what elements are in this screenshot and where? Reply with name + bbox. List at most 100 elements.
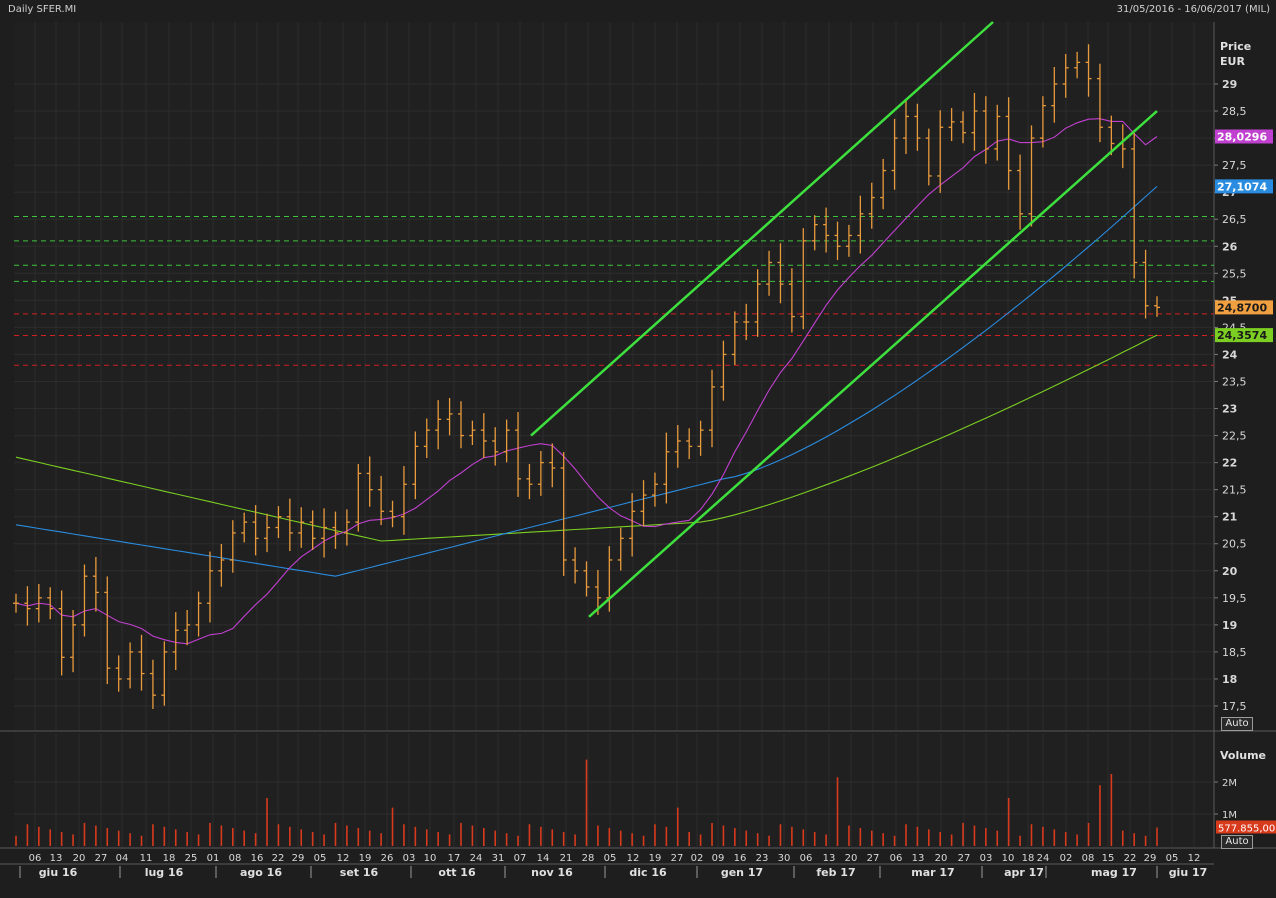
volume-axis-ticks: 2M 1M 577.855,00 [1214,778,1276,835]
price-bar [549,443,556,488]
date-tick-label: 29 [292,853,305,864]
price-bar [686,428,693,460]
price-tick-label: 23,5 [1222,375,1247,388]
price-tick-label: 19,5 [1222,592,1247,605]
date-tick-label: 13 [912,853,925,864]
price-bar [811,215,818,251]
date-tick-label: 19 [649,853,662,864]
moving-average-short [15,118,1158,645]
date-tick-label: 03 [403,853,416,864]
price-plot-area[interactable] [14,22,1214,730]
date-tick-label: 21 [560,853,573,864]
price-bar [58,590,65,676]
month-label: nov 16 [531,866,573,879]
date-tick-label: 31 [492,853,505,864]
price-tick-label: 20,5 [1222,538,1247,551]
date-tick-label: 01 [207,853,220,864]
volume-last-tag-bg [1216,820,1276,834]
price-tag-text: 24,8700 [1217,301,1267,314]
month-label: mag 17 [1091,866,1137,879]
price-tick-label: 17,5 [1222,700,1247,713]
price-bar [264,513,271,553]
price-bar [902,100,909,155]
month-label: feb 17 [816,866,855,879]
date-tick-label: 06 [890,853,903,864]
price-bar [515,412,522,497]
date-tick-label: 27 [95,853,108,864]
date-tick-label: 28 [582,853,595,864]
price-bar [252,505,259,556]
price-bar [104,576,111,685]
date-tick-label: 19 [359,853,372,864]
price-bar [651,472,658,507]
month-label: giu 17 [1169,866,1208,879]
volume-plot-area[interactable] [14,733,1214,847]
price-bar [617,527,624,571]
date-axis: 06 13 20 27 04 11 18 25 01 08 16 22 29 05 12 19 26 03 10 17… [19,853,1208,879]
price-bar [400,466,407,535]
price-bar [1051,66,1058,123]
price-tick-label: 26,5 [1222,213,1247,226]
month-label: ott 16 [438,866,476,879]
date-tick-label: 14 [537,853,550,864]
month-label: set 16 [340,866,379,879]
month-label: lug 16 [145,866,184,879]
price-tick-label: 27,5 [1222,159,1247,172]
price-bar [891,118,898,190]
chart-title: Daily SFER.MI [8,4,77,15]
price-bar [1085,44,1092,97]
trend-channel[interactable] [530,21,1158,618]
moving-average-medium [15,185,1158,577]
trend-line-lower [588,110,1158,618]
date-tick-label: 10 [424,853,437,864]
price-bar [70,609,77,673]
moving-averages [15,118,1158,645]
price-bar [868,182,875,229]
price-bar [777,243,784,304]
price-bar [674,425,681,468]
volume-axis-label: Volume [1220,749,1266,762]
price-bar [583,561,590,597]
date-tick-label: 03 [980,853,993,864]
price-bar [81,564,88,637]
price-tag-bg [1215,129,1273,144]
price-auto-scale-button[interactable]: Auto [1221,717,1253,731]
price-bar [446,397,453,436]
date-tick-label: 26 [381,853,394,864]
price-bar [1142,249,1149,319]
moving-average-long [15,334,1158,542]
price-bar [286,498,293,552]
price-bar [321,508,328,558]
price-bar [218,544,225,587]
date-tick-label: 05 [314,853,327,864]
date-tick-label: 23 [756,853,769,864]
date-tick-label: 13 [50,853,63,864]
date-tick-label: 22 [272,853,285,864]
price-tag-text: 27,1074 [1217,180,1267,193]
date-tick-label: 16 [251,853,264,864]
volume-tick-label: 2M [1222,778,1237,789]
price-bar [138,634,145,691]
price-bar [857,195,864,254]
date-tick-label: 29 [1144,853,1157,864]
date-tick-label: 05 [604,853,617,864]
date-tick-label: 10 [1002,853,1015,864]
price-tag: 24,3574 [1215,328,1273,343]
volume-bars [15,759,1158,846]
date-tick-label: 18 [1022,853,1035,864]
date-tick-label: 07 [514,853,527,864]
volume-tick-label: 1M [1222,810,1237,821]
price-tag: 28,0296 [1215,129,1273,144]
price-bar [731,311,738,365]
price-bars [13,44,1160,709]
price-tick-label: 26 [1222,240,1238,253]
price-bar [355,463,362,532]
price-tag-text: 28,0296 [1217,130,1267,143]
price-bar [560,452,567,576]
grid [14,22,1214,847]
price-bar [161,641,168,706]
price-bar [971,92,978,151]
volume-auto-scale-button[interactable]: Auto [1221,835,1253,849]
price-bar [457,401,464,449]
